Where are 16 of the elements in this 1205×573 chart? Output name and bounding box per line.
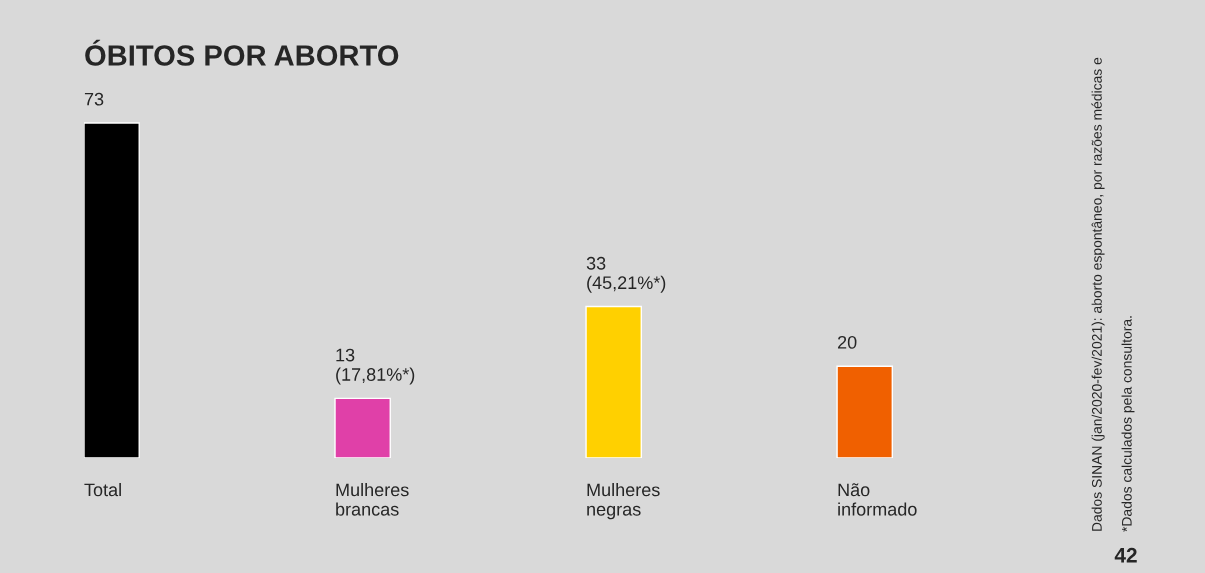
x-tick-label: Mulheres brancas	[336, 483, 409, 516]
data-label: 13 (17,81%*)	[336, 348, 415, 385]
data-label: 33 (45,21%*)	[586, 256, 666, 293]
x-tick-label: Não informado	[838, 483, 917, 516]
chart-title: ÓBITOS POR ABORTO	[85, 39, 399, 66]
text: Dados SINAN (jan/2020-fev/2021): aborto espontâneo, por razões médicas e	[1091, 57, 1105, 531]
x-tick-label: Total	[84, 483, 121, 497]
bar	[836, 365, 894, 458]
bar	[84, 122, 140, 458]
text: 42	[1114, 547, 1137, 563]
bar	[334, 397, 391, 458]
data-label: 73	[84, 92, 104, 106]
x-tick-label: Mulheres negras	[587, 483, 660, 520]
text: *Dados calculados pela consultora.	[1121, 316, 1135, 532]
data-label: 20	[837, 335, 857, 349]
bar	[585, 305, 642, 458]
